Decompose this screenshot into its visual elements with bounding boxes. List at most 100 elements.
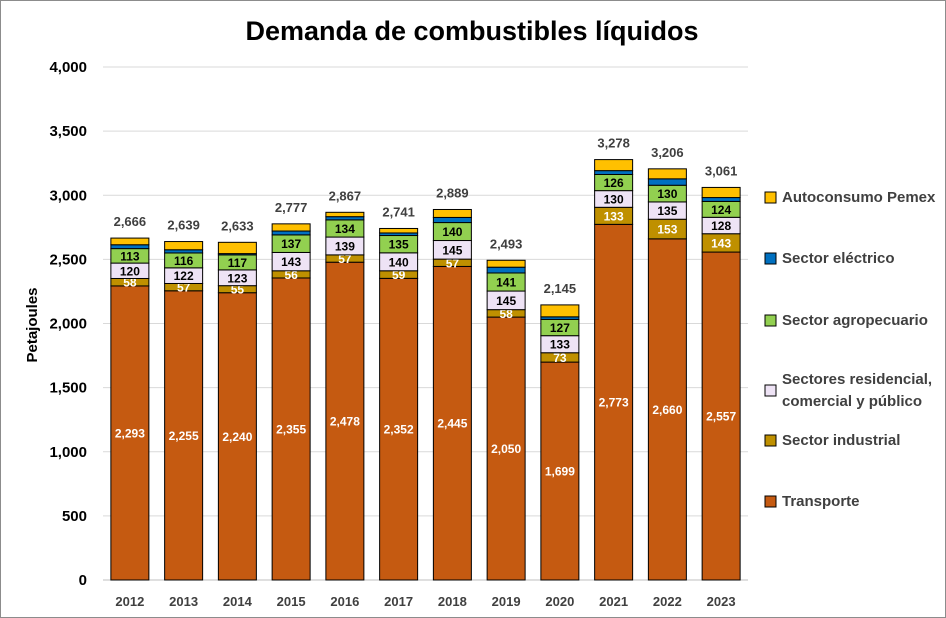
bar-segment: [164, 290, 204, 581]
data-label: 57: [446, 256, 460, 270]
y-tick-label: 2,000: [49, 316, 87, 333]
data-label: 73: [553, 351, 567, 365]
data-label: 2,255: [169, 429, 199, 443]
bar-segment: [217, 292, 257, 581]
total-label: 2,639: [167, 218, 200, 233]
data-label: 140: [442, 225, 462, 239]
bar-segment: [271, 277, 311, 581]
total-label: 2,666: [114, 214, 147, 229]
data-label: 120: [120, 264, 140, 278]
data-label: 57: [177, 281, 191, 295]
legend-label: Transporte: [782, 493, 860, 510]
bar-segment: [594, 159, 634, 172]
x-tick-label: 2013: [169, 594, 198, 609]
data-label: 1,699: [545, 465, 575, 479]
data-label: 122: [174, 269, 194, 283]
data-label: 143: [281, 255, 301, 269]
x-tick-label: 2014: [223, 594, 253, 609]
data-label: 2,445: [437, 417, 467, 431]
data-label: 55: [231, 283, 245, 297]
y-tick-label: 4,000: [49, 59, 87, 76]
y-tick-label: 3,500: [49, 123, 87, 140]
y-tick-label: 1,500: [49, 380, 87, 397]
x-tick-label: 2015: [277, 594, 306, 609]
data-label: 2,557: [706, 410, 736, 424]
x-tick-label: 2023: [707, 594, 736, 609]
data-label: 2,352: [384, 423, 414, 437]
data-label: 57: [338, 252, 352, 266]
bar-segment: [701, 197, 741, 202]
data-label: 133: [550, 338, 570, 352]
legend-label: Sectores residencial,: [782, 371, 932, 388]
bar-segment: [486, 259, 526, 268]
bar-segment: [432, 265, 472, 581]
total-label: 2,633: [221, 218, 254, 233]
legend-swatch: [764, 434, 777, 447]
x-tick-label: 2012: [115, 594, 144, 609]
bar-segment: [432, 216, 472, 224]
x-tick-label: 2016: [330, 594, 359, 609]
y-tick-label: 0: [79, 572, 87, 589]
data-label: 130: [657, 187, 677, 201]
bar-segment: [701, 251, 741, 581]
total-label: 3,061: [705, 163, 738, 178]
y-tick-label: 2,500: [49, 251, 87, 268]
legend-label: Sector industrial: [782, 432, 900, 449]
data-label: 137: [281, 237, 301, 251]
total-label: 2,493: [490, 236, 523, 251]
data-label: 135: [657, 204, 677, 218]
legend-label: Autoconsumo Pemex: [782, 189, 936, 206]
data-label: 127: [550, 321, 570, 335]
bar-segment: [164, 241, 204, 251]
x-tick-label: 2020: [545, 594, 574, 609]
data-label: 141: [496, 276, 516, 290]
y-axis-ticks: 0 500 1,000 1,500 2,000 2,500 3,000 3,500 4,000: [49, 59, 87, 589]
bar-segment: [110, 244, 150, 250]
bar-segment: [540, 361, 580, 581]
total-label: 2,889: [436, 185, 469, 200]
x-tick-label: 2022: [653, 594, 682, 609]
data-label: 113: [120, 249, 140, 263]
data-label: 135: [389, 238, 409, 252]
gridlines: [103, 66, 748, 581]
bar-segment: [432, 208, 472, 218]
bar-segment: [217, 241, 257, 255]
y-tick-label: 500: [62, 508, 87, 525]
bar-segment: [647, 168, 687, 180]
data-label: 2,478: [330, 415, 360, 429]
data-label: 140: [389, 255, 409, 269]
bar-segment: [325, 261, 365, 581]
data-label: 134: [335, 222, 355, 236]
data-label: 2,240: [222, 430, 252, 444]
data-label: 124: [711, 203, 731, 217]
x-tick-label: 2019: [492, 594, 521, 609]
bars: 2,293581201132,6662,255571221162,6392,24…: [110, 136, 741, 581]
bar-segment: [647, 238, 687, 581]
data-label: 117: [228, 256, 248, 270]
bar-segment: [379, 277, 419, 581]
bar-segment: [486, 266, 526, 274]
legend-swatch: [764, 384, 777, 397]
total-label: 3,278: [597, 136, 630, 151]
bar-segment: [379, 227, 419, 234]
total-label: 2,867: [329, 188, 362, 203]
bar-segment: [647, 178, 687, 186]
bar-segment: [594, 170, 634, 175]
total-label: 2,145: [544, 281, 577, 296]
x-tick-label: 2018: [438, 594, 467, 609]
data-label: 128: [711, 219, 731, 233]
total-label: 2,777: [275, 200, 308, 215]
legend-label: comercial y público: [782, 393, 922, 410]
bar-segment: [325, 211, 365, 218]
bar-segment: [110, 237, 150, 246]
data-label: 2,293: [115, 426, 145, 440]
data-label: 59: [392, 268, 406, 282]
data-label: 130: [604, 192, 624, 206]
legend-swatch: [764, 495, 777, 508]
x-tick-label: 2021: [599, 594, 628, 609]
data-label: 2,050: [491, 442, 521, 456]
data-label: 145: [496, 294, 516, 308]
total-label: 2,741: [382, 204, 415, 219]
data-label: 123: [227, 271, 247, 285]
